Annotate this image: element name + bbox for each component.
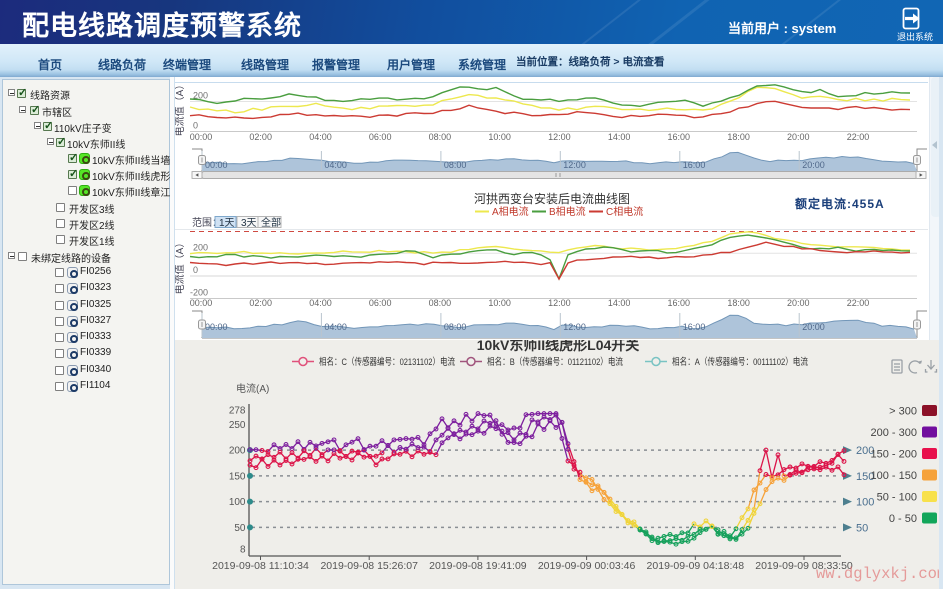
svg-text:18:00: 18:00 [727,132,750,142]
svg-text:20:00: 20:00 [787,132,810,142]
svg-text:10:00: 10:00 [488,132,511,142]
svg-text:06:00: 06:00 [369,132,392,142]
svg-text:相名：A（传感器编号：00111102）电流: 相名：A（传感器编号：00111102）电流 [672,356,808,368]
svg-text:06:00: 06:00 [369,298,392,308]
svg-text:全部: 全部 [261,216,281,229]
svg-text:50 - 100: 50 - 100 [877,492,917,504]
svg-text:1天: 1天 [219,218,235,229]
svg-text:2019-09-09 00:03:46: 2019-09-09 00:03:46 [538,560,636,572]
svg-text:04:00: 04:00 [309,132,332,142]
svg-text:16:00: 16:00 [668,132,691,142]
svg-text:00:00: 00:00 [190,132,213,142]
svg-text:22:00: 22:00 [847,298,870,308]
svg-text:250: 250 [229,420,246,431]
svg-text:00:00: 00:00 [205,160,228,170]
svg-text:电流值（A）: 电流值（A） [175,80,186,137]
svg-text:16:00: 16:00 [683,322,706,332]
svg-text:100 - 150: 100 - 150 [871,470,917,482]
svg-text:04:00: 04:00 [324,160,347,170]
svg-text:0 - 50: 0 - 50 [889,513,917,525]
svg-text:3天: 3天 [241,218,257,229]
svg-text:2019-09-08 19:41:09: 2019-09-08 19:41:09 [429,560,527,572]
svg-text:200 - 300: 200 - 300 [871,427,917,439]
svg-text:2019-09-08 11:10:34: 2019-09-08 11:10:34 [212,560,309,572]
svg-text:08:00: 08:00 [429,132,452,142]
svg-text:150: 150 [856,471,874,483]
svg-text:200: 200 [229,446,246,457]
svg-text:相名：C（传感器编号：02131102）电流: 相名：C（传感器编号：02131102）电流 [319,356,455,368]
svg-text:相名：B（传感器编号：01121102）电流: 相名：B（传感器编号：01121102）电流 [487,356,623,368]
svg-text:278: 278 [229,405,246,416]
svg-text:-200: -200 [190,288,208,298]
svg-text:电流(A): 电流(A) [236,382,269,395]
svg-text:2019-09-09 08:33:50: 2019-09-09 08:33:50 [755,560,853,572]
svg-text:200: 200 [193,242,208,252]
svg-text:B相电流: B相电流 [549,205,586,218]
svg-text:00:00: 00:00 [205,322,228,332]
svg-text:ww.dglyxkj.com: ww.dglyxkj.com [816,565,943,583]
svg-text:14:00: 14:00 [608,132,631,142]
svg-text:150 - 200: 150 - 200 [871,449,917,461]
svg-text:18:00: 18:00 [727,298,750,308]
svg-text:10:00: 10:00 [488,298,511,308]
svg-text:08:00: 08:00 [444,160,467,170]
svg-text:A相电流: A相电流 [492,205,529,218]
svg-text:50: 50 [856,522,868,534]
svg-text:0: 0 [193,265,198,275]
svg-text:2019-09-09 04:18:48: 2019-09-09 04:18:48 [647,560,745,572]
svg-text:20:00: 20:00 [802,322,825,332]
svg-text:12:00: 12:00 [548,132,571,142]
svg-text:04:00: 04:00 [324,322,347,332]
svg-text:02:00: 02:00 [249,298,272,308]
svg-text:16:00: 16:00 [683,160,706,170]
svg-text:200: 200 [856,445,874,457]
svg-text:额定电流:455A: 额定电流:455A [795,196,885,211]
svg-text:0: 0 [193,121,198,131]
svg-text:河拱西变台安装后电流曲线图: 河拱西变台安装后电流曲线图 [474,191,630,206]
svg-text:00:00: 00:00 [190,298,213,308]
svg-text:22:00: 22:00 [847,132,870,142]
svg-text:100: 100 [856,497,874,509]
svg-text:04:00: 04:00 [309,298,332,308]
svg-text:08:00: 08:00 [429,298,452,308]
svg-text:100: 100 [229,497,246,508]
svg-text:20:00: 20:00 [802,160,825,170]
svg-text:150: 150 [229,471,246,482]
svg-text:20:00: 20:00 [787,298,810,308]
svg-text:02:00: 02:00 [249,132,272,142]
svg-text:10kV东师II线虎形L04开关: 10kV东师II线虎形L04开关 [477,340,640,353]
svg-text:50: 50 [234,523,246,534]
svg-text:08:00: 08:00 [444,322,467,332]
svg-text:2019-09-08 15:26:07: 2019-09-08 15:26:07 [320,560,418,572]
svg-text:> 300: > 300 [889,406,917,418]
svg-text:200: 200 [193,91,208,101]
svg-text:12:00: 12:00 [563,322,586,332]
svg-text:8: 8 [240,545,246,556]
svg-text:16:00: 16:00 [668,298,691,308]
svg-text:14:00: 14:00 [608,298,631,308]
svg-text:12:00: 12:00 [548,298,571,308]
svg-text:12:00: 12:00 [563,160,586,170]
svg-text:电流值（A）: 电流值（A） [175,238,186,295]
svg-text:C相电流: C相电流 [606,205,643,218]
